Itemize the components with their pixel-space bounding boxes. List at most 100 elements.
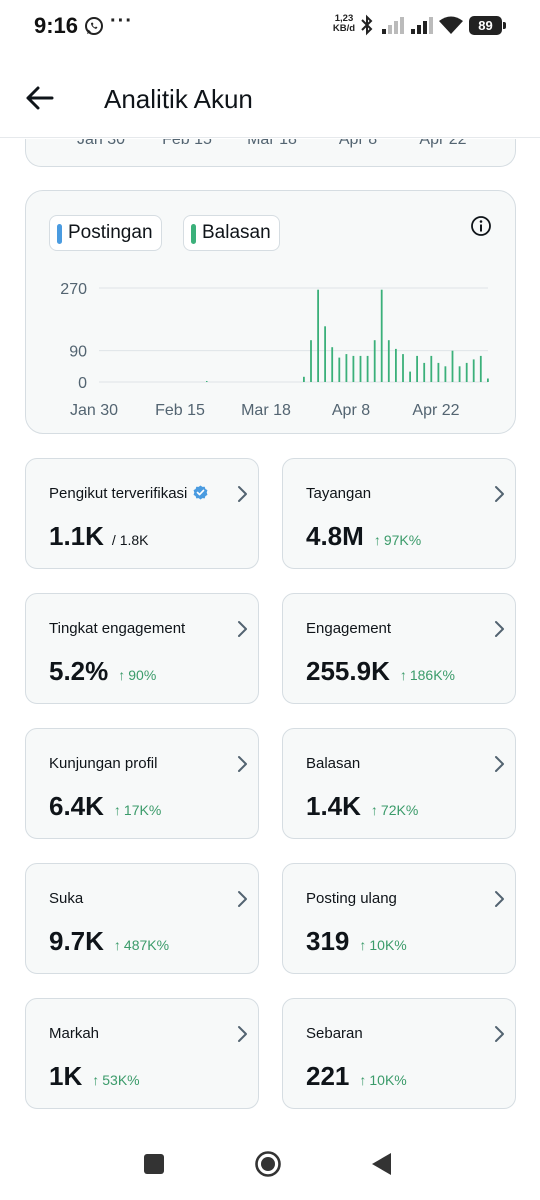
stat-card[interactable]: Tayangan 4.8M ↑ 97K% bbox=[282, 458, 516, 569]
legend-label: Postingan bbox=[68, 222, 153, 243]
stat-value-row: 6.4K ↑ 17K% bbox=[49, 791, 161, 822]
stat-card[interactable]: Posting ulang 319 ↑ 10K% bbox=[282, 863, 516, 974]
chart-bar bbox=[324, 326, 326, 382]
chart-bar bbox=[465, 362, 468, 382]
stat-card[interactable]: Balasan 1.4K ↑ 72K% bbox=[282, 728, 516, 839]
chart-bar bbox=[206, 381, 208, 382]
stat-change: ↑ 90% bbox=[118, 667, 156, 683]
chevron-right-icon bbox=[495, 891, 504, 907]
signal-icon bbox=[382, 17, 404, 34]
stat-value: 9.7K bbox=[49, 926, 104, 956]
stat-card[interactable]: Suka 9.7K ↑ 487K% bbox=[25, 863, 259, 974]
stat-label-text: Tayangan bbox=[306, 485, 372, 502]
y-tick-label: 0 bbox=[78, 375, 87, 392]
stat-change: ↑ 17K% bbox=[114, 802, 161, 818]
x-tick-label: Apr 8 bbox=[338, 139, 378, 148]
stat-label: Tingkat engagement bbox=[49, 620, 185, 637]
stat-label: Engagement bbox=[306, 620, 391, 637]
stat-change: ↑ 487K% bbox=[114, 937, 169, 953]
stat-card[interactable]: Sebaran 221 ↑ 10K% bbox=[282, 998, 516, 1109]
home-circle-icon[interactable] bbox=[254, 1150, 282, 1178]
x-tick-label: Apr 22 bbox=[412, 402, 459, 419]
stat-change-value: 97K% bbox=[383, 532, 422, 548]
chart-bar bbox=[331, 347, 334, 382]
stat-change-value: 90% bbox=[128, 667, 157, 683]
chart-bar bbox=[487, 378, 489, 382]
legend-swatch-blue bbox=[57, 224, 62, 244]
chart-bar bbox=[472, 359, 475, 382]
legend-swatch-green bbox=[191, 224, 196, 244]
chart-bar bbox=[359, 355, 362, 382]
legend-postingan[interactable]: Postingan bbox=[49, 215, 162, 251]
chart-bar bbox=[303, 376, 305, 382]
stat-label-text: Suka bbox=[49, 890, 84, 907]
chevron-right-icon bbox=[495, 621, 504, 637]
stat-label-text: Markah bbox=[49, 1025, 100, 1042]
stat-change-value: 72K% bbox=[380, 802, 419, 818]
stat-total: / 1.8K bbox=[111, 532, 149, 548]
stat-card[interactable]: Markah 1K ↑ 53K% bbox=[25, 998, 259, 1109]
info-icon[interactable] bbox=[470, 215, 492, 237]
chart-bar bbox=[387, 340, 390, 382]
x-tick-label: Jan 30 bbox=[70, 402, 118, 419]
chevron-right-icon bbox=[238, 621, 247, 637]
chart-bar bbox=[430, 355, 433, 382]
stat-value-row: 221 ↑ 10K% bbox=[306, 1061, 407, 1092]
stat-value-row: 1K ↑ 53K% bbox=[49, 1061, 140, 1092]
chart-bar bbox=[338, 357, 341, 382]
arrow-up-icon: ↑ bbox=[370, 802, 378, 818]
stat-value-row: 9.7K ↑ 487K% bbox=[49, 926, 169, 957]
arrow-up-icon: ↑ bbox=[92, 1072, 100, 1088]
chart-bar bbox=[444, 366, 447, 382]
stat-card[interactable]: Kunjungan profil 6.4K ↑ 17K% bbox=[25, 728, 259, 839]
arrow-up-icon: ↑ bbox=[373, 532, 381, 548]
stat-label: Suka bbox=[49, 890, 83, 907]
status-more-dots: ··· bbox=[110, 10, 133, 32]
chart-bar bbox=[458, 366, 461, 382]
bluetooth-icon bbox=[361, 14, 373, 36]
arrow-up-icon: ↑ bbox=[113, 937, 121, 953]
stat-card[interactable]: Pengikut terverifikasi 1.1K / 1.8K bbox=[25, 458, 259, 569]
battery-icon: 89 bbox=[469, 16, 506, 35]
status-time: 9:16 bbox=[34, 13, 79, 38]
arrow-up-icon: ↑ bbox=[359, 1072, 367, 1088]
wifi-icon bbox=[439, 16, 463, 34]
stat-value-row: 1.1K / 1.8K bbox=[49, 521, 149, 552]
arrow-left-icon[interactable] bbox=[24, 84, 56, 112]
stat-label: Posting ulang bbox=[306, 890, 397, 907]
x-tick-label: Feb 15 bbox=[155, 402, 205, 419]
chart-bar bbox=[423, 362, 426, 382]
stat-change-value: 487K% bbox=[123, 937, 170, 953]
chart-bar bbox=[409, 371, 411, 382]
arrow-up-icon: ↑ bbox=[113, 802, 121, 818]
bar-chart: 0 90 270 Jan 30 Feb 15 Mar 18 Apr 8 Apr 22 bbox=[60, 281, 489, 419]
chart-bar bbox=[380, 289, 383, 382]
stat-label-text: Tingkat engagement bbox=[49, 620, 186, 637]
stat-value: 255.9K bbox=[306, 656, 390, 686]
chart-bar bbox=[373, 340, 376, 382]
stat-label: Balasan bbox=[306, 755, 360, 772]
net-speed-value: 1,23 bbox=[334, 13, 354, 24]
chart-bar bbox=[310, 340, 312, 382]
stat-label-text: Posting ulang bbox=[306, 890, 397, 907]
arrow-up-icon: ↑ bbox=[359, 937, 367, 953]
stat-value: 5.2% bbox=[49, 656, 109, 686]
back-triangle-icon[interactable] bbox=[370, 1152, 392, 1176]
arrow-up-icon: ↑ bbox=[399, 667, 407, 683]
stat-value: 1K bbox=[49, 1061, 83, 1091]
stat-card[interactable]: Tingkat engagement 5.2% ↑ 90% bbox=[25, 593, 259, 704]
stat-card[interactable]: Engagement 255.9K ↑ 186K% bbox=[282, 593, 516, 704]
stat-change: ↑ 72K% bbox=[371, 802, 418, 818]
recents-square-icon[interactable] bbox=[144, 1154, 164, 1174]
stat-value: 1.1K bbox=[49, 521, 104, 551]
arrow-up-icon: ↑ bbox=[118, 667, 126, 683]
signal-icon bbox=[411, 17, 433, 34]
legend-balasan[interactable]: Balasan bbox=[183, 215, 280, 251]
stat-value: 319 bbox=[306, 926, 350, 956]
x-tick-label: Mar 18 bbox=[241, 402, 291, 419]
y-tick-label: 270 bbox=[60, 281, 87, 298]
stat-label: Pengikut terverifikasi bbox=[49, 485, 208, 502]
x-tick-label: Apr 8 bbox=[332, 402, 370, 419]
chart-bar bbox=[402, 354, 404, 382]
page-title: Analitik Akun bbox=[104, 84, 253, 114]
